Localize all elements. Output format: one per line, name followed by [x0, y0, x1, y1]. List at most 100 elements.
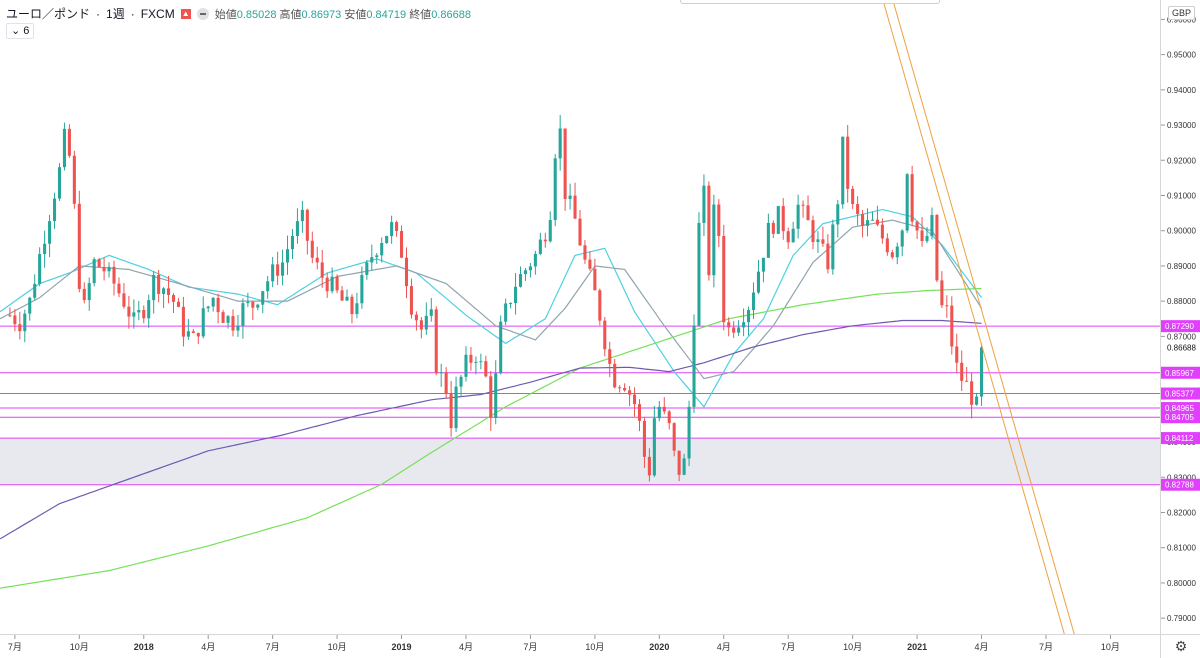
candle-body — [538, 239, 542, 254]
candle-body — [687, 406, 691, 459]
candle-body — [395, 222, 399, 232]
flag-icon: ▲ — [180, 8, 191, 19]
candle-body — [548, 220, 552, 242]
high-value: 0.86973 — [301, 8, 342, 21]
candle-body — [851, 188, 855, 205]
y-tick-label: 0.87000 — [1167, 332, 1196, 341]
candle-body — [107, 266, 111, 272]
candle-body — [196, 332, 200, 337]
currency-badge[interactable]: GBP — [1168, 6, 1196, 20]
candle-body — [657, 406, 661, 419]
x-tick-label: 2021 — [907, 642, 927, 652]
y-tick-label: 0.92000 — [1167, 156, 1196, 165]
candle-body — [870, 219, 875, 221]
toolbar-handle[interactable] — [680, 0, 940, 4]
candle-body — [717, 204, 721, 237]
candle-body — [618, 387, 622, 389]
candle-body — [489, 376, 493, 418]
candle-body — [955, 346, 959, 363]
y-tick-label: 0.80000 — [1167, 579, 1196, 588]
candle-body — [841, 136, 845, 205]
chart-settings-icon[interactable]: ⚙ — [1160, 634, 1200, 658]
candle-body — [608, 349, 612, 364]
candle-body — [330, 276, 334, 292]
candle-body — [48, 221, 52, 244]
indicators-toggle[interactable]: ⌄ 6 — [6, 23, 35, 39]
candle-body — [206, 306, 210, 309]
candle-body — [345, 296, 349, 301]
level-badge-label: 0.85377 — [1165, 390, 1194, 399]
candle-body — [980, 347, 984, 397]
close-value: 0.86688 — [431, 8, 471, 21]
candle-body — [573, 195, 577, 219]
candle-body — [385, 236, 389, 244]
x-tick-label: 10月 — [843, 642, 862, 652]
candle-body — [900, 230, 904, 247]
candle-body — [598, 290, 602, 321]
candle-body — [786, 231, 790, 243]
x-tick-label: 7月 — [781, 642, 795, 652]
candle-body — [87, 283, 91, 301]
candle-body — [975, 396, 979, 405]
candle-body — [231, 316, 235, 331]
candle-body — [543, 239, 547, 242]
x-tick-label: 2018 — [134, 642, 154, 652]
candle-body — [23, 313, 27, 332]
candle-body — [400, 231, 404, 258]
candle-body — [831, 224, 835, 270]
candle-body — [350, 296, 354, 315]
y-tick-label: 0.95000 — [1167, 51, 1196, 60]
candle-body — [583, 245, 587, 260]
candle-body — [930, 214, 934, 236]
candle-body — [925, 235, 929, 242]
candle-body — [246, 301, 250, 304]
level-badge-label: 0.84705 — [1165, 413, 1194, 422]
last-price-label: 0.86688 — [1167, 343, 1196, 352]
candle-body — [92, 259, 96, 284]
candle-body — [801, 204, 805, 206]
candle-body — [905, 174, 909, 231]
candle-body — [157, 275, 161, 294]
candle-body — [33, 283, 37, 298]
interval-label[interactable]: 1週 — [106, 7, 125, 21]
symbol-legend: ユーロ／ポンド · 1週 · FXCM ▲ 始値0.85028 高値0.8697… — [6, 6, 471, 22]
level-badge-label: 0.85967 — [1165, 369, 1194, 378]
chevron-down-icon: ⌄ — [11, 25, 21, 37]
level-badge — [1161, 478, 1200, 491]
candle-body — [271, 264, 275, 282]
open-value: 0.85028 — [236, 8, 277, 21]
source-label: FXCM — [140, 6, 175, 21]
time-axis[interactable]: 7月 10月 2018 4月 7月 10月 2019 4月 7月 10月 2020 4月 7月 10月 20… — [0, 634, 1160, 658]
candle-body — [553, 158, 557, 221]
low-value: 0.84719 — [366, 8, 407, 21]
x-tick-label: 4月 — [717, 642, 731, 652]
candle-body — [836, 204, 840, 225]
candle-body — [375, 255, 379, 258]
candle-body — [459, 376, 463, 387]
candle-body — [211, 297, 215, 307]
symbol-name[interactable]: ユーロ／ポンド — [6, 7, 91, 21]
candle-body — [652, 418, 656, 476]
candle-body — [266, 281, 270, 292]
candle-body — [806, 205, 810, 221]
candle-body — [637, 404, 642, 421]
high-label: 高値 — [279, 8, 302, 21]
candle-body — [865, 220, 870, 226]
support-zone — [0, 438, 1160, 485]
candle-body — [578, 218, 582, 246]
candle-body — [429, 309, 433, 316]
candle-body — [162, 288, 166, 294]
candle-body — [816, 239, 820, 243]
candle-body — [479, 361, 483, 363]
candle-body — [662, 406, 666, 412]
hide-icon[interactable] — [196, 7, 209, 20]
x-tick-label: 10月 — [328, 642, 347, 652]
candle-body — [28, 297, 32, 314]
price-chart-canvas[interactable] — [0, 0, 1160, 634]
candle-body — [613, 363, 617, 388]
price-axis[interactable]: 0.960000.950000.940000.930000.920000.910… — [1160, 0, 1200, 634]
candle-body — [464, 354, 468, 377]
candle-body — [732, 327, 736, 333]
candle-body — [176, 301, 180, 307]
candle-body — [310, 240, 314, 258]
